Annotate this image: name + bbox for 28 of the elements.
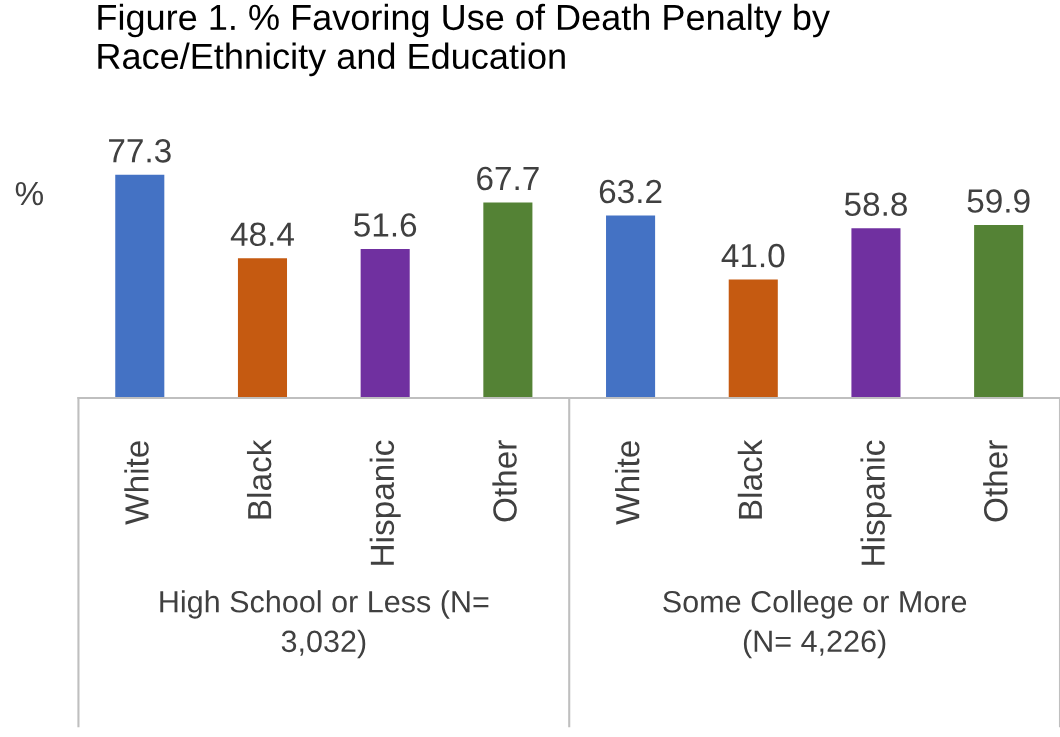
bar <box>851 228 901 398</box>
bar <box>974 225 1024 398</box>
data-label: 58.8 <box>844 192 907 217</box>
data-label: 48.4 <box>230 222 294 247</box>
x-tick-label: Hispanic <box>369 440 401 565</box>
x-tick-label: Black <box>246 439 272 519</box>
bar <box>483 202 533 398</box>
bar <box>360 248 410 398</box>
bar <box>115 174 165 398</box>
bar <box>728 279 778 398</box>
bar <box>606 215 656 398</box>
y-axis-title: % <box>15 181 43 206</box>
chart-title: Figure 1. % Favoring Use of Death Penalty by Race/Ethnicity and Education <box>98 3 830 77</box>
x-tick-label: White <box>124 441 149 525</box>
data-label: 67.7 <box>477 166 539 191</box>
data-label: 77.3 <box>109 139 171 163</box>
data-label: 51.6 <box>354 213 417 237</box>
text: Some College or More (N= 4,226) <box>663 590 967 659</box>
bar <box>237 258 288 398</box>
data-label: 63.2 <box>599 179 662 204</box>
data-label: 59.9 <box>967 189 1030 213</box>
x-tick-label: White <box>615 441 640 525</box>
x-tick-label: Hispanic <box>860 440 892 565</box>
x-tick-label: Other <box>492 440 517 522</box>
x-tick-label: Other <box>983 440 1008 522</box>
data-label: 41.0 <box>721 243 785 268</box>
text: High School or Less (N= 3,032) <box>160 590 489 659</box>
x-tick-label: Black <box>737 439 763 519</box>
